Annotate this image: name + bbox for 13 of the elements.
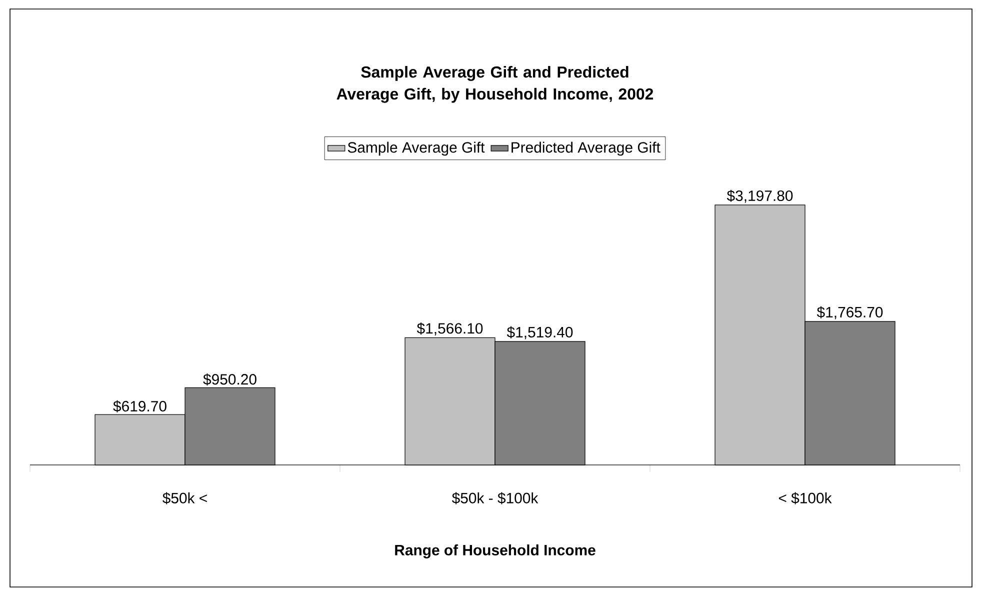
x-tick-label: < $100k: [778, 492, 832, 504]
chart-title: Sample Average Gift and Predicted Average Gift, by Household Income, 2002: [336, 66, 654, 103]
x-tick-label: $50k - $100k: [452, 492, 538, 504]
legend-label: Sample Average Gift: [348, 142, 485, 156]
x-axis-title: Range of Household Income: [395, 544, 596, 558]
data-label: $1,566.10: [416, 322, 483, 336]
data-label: $3,197.80: [726, 190, 793, 203]
data-label: $1,519.40: [506, 326, 573, 340]
x-tick-label: $50k <: [162, 492, 207, 504]
data-label: $1,765.70: [816, 306, 883, 320]
data-label: $619.70: [113, 400, 166, 412]
legend-label: Predicted Average Gift: [512, 142, 660, 156]
data-label: $950.20: [203, 373, 256, 386]
